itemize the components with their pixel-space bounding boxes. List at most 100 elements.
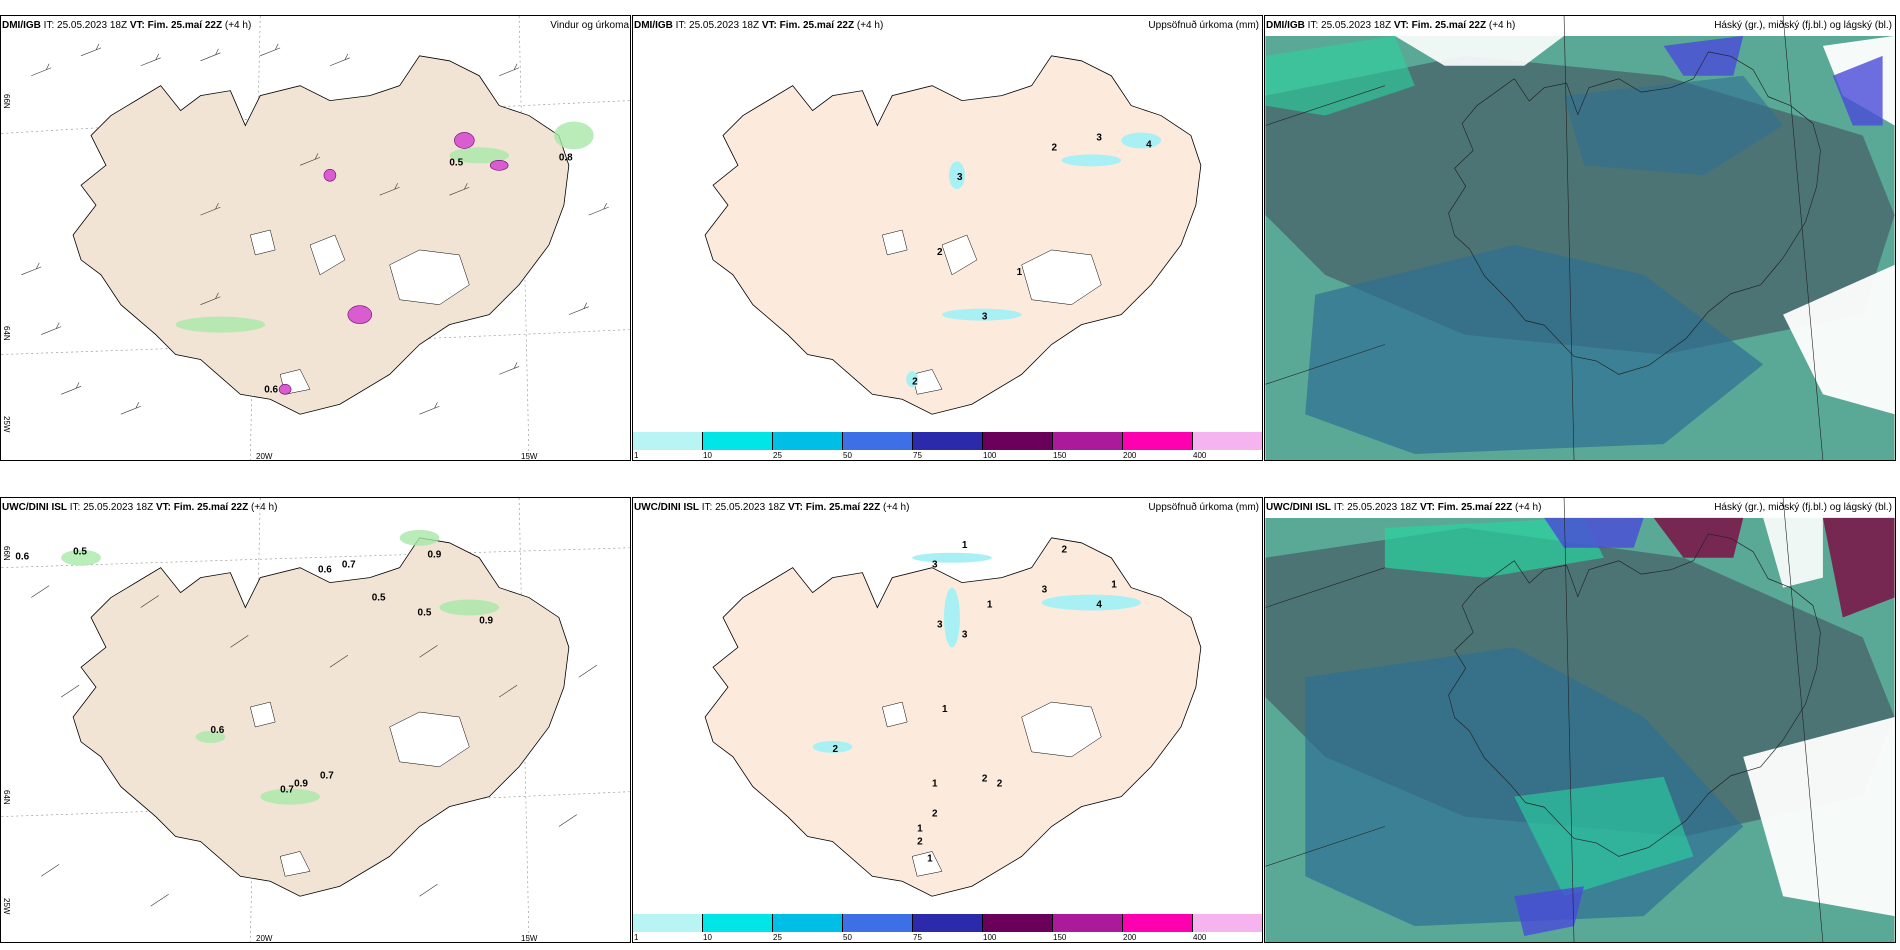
value-label: 4	[1146, 139, 1152, 150]
colorbar-tick: 100	[983, 933, 997, 942]
colorbar-tick: 75	[913, 933, 922, 942]
value-label: 2	[1052, 142, 1058, 153]
valid-time: VT: Fim. 25.maí 22Z	[129, 20, 223, 31]
init-time: IT: 25.05.2023 18Z	[40, 20, 130, 31]
value-label: 0.9	[427, 550, 441, 561]
colorbar-tick: 50	[843, 933, 852, 942]
init-time: IT: 25.05.2023 18Z	[67, 502, 156, 513]
colorbar-seg	[1053, 432, 1123, 450]
value-label: 3	[982, 312, 988, 323]
lead-time: (+4 h)	[222, 20, 252, 31]
value-label: 3	[932, 560, 938, 571]
colorbar-seg	[1193, 914, 1262, 932]
header-precip-uwc: UWC/DINI ISL IT: 25.05.2023 18Z VT: Fim.…	[634, 502, 1261, 513]
colorbar-seg	[703, 914, 773, 932]
lon-label: 15W	[521, 452, 538, 461]
value-label: 0.5	[418, 607, 432, 618]
value-label: 1	[917, 823, 923, 834]
colorbar-seg	[703, 432, 773, 450]
valid-time: VT: Fim. 25.maí 22Z	[1419, 502, 1513, 513]
lead-time: (+4 h)	[1486, 20, 1516, 31]
panel-wind-uwc: 0.6 0.5 0.6 0.7 0.9 0.5 0.5 0.9 0.6 0.9 …	[0, 497, 631, 943]
valid-time: VT: Fim. 25.maí 22Z	[155, 502, 249, 513]
colorbar-seg	[1193, 432, 1262, 450]
colorbar-tick: 1	[634, 933, 639, 942]
panel-title: Uppsöfnuð úrkoma (mm)	[1148, 20, 1259, 31]
colorbar-tick: 25	[773, 451, 782, 460]
value-label: 2	[833, 744, 839, 755]
source-label: DMI/IGB	[1266, 20, 1305, 31]
wind-map-dmi: 0.5 0.8 0.6	[1, 16, 630, 460]
value-label: 2	[917, 836, 923, 847]
valid-time: VT: Fim. 25.maí 22Z	[761, 20, 855, 31]
value-label: 0.7	[280, 785, 294, 796]
value-label: 1	[932, 779, 938, 790]
colorbar-seg	[843, 914, 913, 932]
colorbar-tick: 1	[634, 451, 639, 460]
value-label: 3	[1042, 585, 1048, 596]
value-label: 0.8	[559, 152, 573, 163]
colorbar-tick: 10	[703, 451, 712, 460]
colorbar-seg	[913, 914, 983, 932]
value-label: 0.5	[73, 547, 87, 558]
lead-time: (+4 h)	[880, 502, 910, 513]
wind-map-uwc: 0.6 0.5 0.6 0.7 0.9 0.5 0.5 0.9 0.6 0.9 …	[1, 498, 630, 942]
iceland-landmass	[704, 55, 1202, 415]
value-label: 1	[927, 853, 933, 864]
lead-time: (+4 h)	[248, 502, 278, 513]
value-label: 0.6	[210, 725, 224, 736]
valid-time: VT: Fim. 25.maí 22Z	[1393, 20, 1487, 31]
lead-time: (+4 h)	[1512, 502, 1542, 513]
value-label: 2	[937, 247, 943, 258]
colorbar-tick: 25	[773, 933, 782, 942]
value-label: 2	[912, 376, 918, 387]
lat-label: 25W	[2, 898, 11, 915]
header-wind-uwc: UWC/DINI ISL IT: 25.05.2023 18Z VT: Fim.…	[2, 502, 629, 513]
colorbar-tick: 150	[1053, 933, 1067, 942]
value-label: 1	[987, 600, 993, 611]
header-cloud-uwc: UWC/DINI ISL IT: 25.05.2023 18Z VT: Fim.…	[1266, 502, 1894, 513]
colorbar-seg	[1053, 914, 1123, 932]
lon-label: 20W	[256, 452, 273, 461]
value-label: 0.7	[342, 560, 356, 571]
value-label: 2	[997, 779, 1003, 790]
cloud-map-uwc	[1265, 498, 1895, 942]
precip-map-dmi: 3 2 3 4 2 1 3 2	[704, 55, 1202, 415]
colorbar-seg	[913, 432, 983, 450]
colorbar-tick: 200	[1123, 933, 1137, 942]
value-label: 0.6	[264, 384, 278, 395]
lon-label: 15W	[521, 934, 538, 943]
value-label: 0.5	[449, 157, 463, 168]
source-label: DMI/IGB	[2, 20, 41, 31]
colorbar-seg	[773, 432, 843, 450]
source-label: UWC/DINI ISL	[1266, 502, 1331, 513]
value-label: 0.9	[479, 615, 493, 626]
colorbar-seg	[843, 432, 913, 450]
value-label: 1	[1111, 580, 1117, 591]
value-label: 2	[932, 809, 938, 820]
colorbar-seg	[1123, 432, 1193, 450]
source-label: DMI/IGB	[634, 20, 673, 31]
panel-precip-uwc: 1 2 3 3 3 3 1 1 4 2 1 1 2 2 2 1 2 1 1 10…	[632, 497, 1263, 943]
colorbar-seg	[983, 432, 1053, 450]
precip-colorbar: 1 10 25 50 75 100 150 200 400	[633, 914, 1262, 942]
value-label: 0.5	[372, 593, 386, 604]
colorbar-tick: 100	[983, 451, 997, 460]
value-label: 1	[962, 540, 968, 551]
iceland-landmass	[704, 537, 1202, 897]
init-time: IT: 25.05.2023 18Z	[1331, 502, 1420, 513]
colorbar-seg	[773, 914, 843, 932]
value-label: 4	[1096, 600, 1102, 611]
init-time: IT: 25.05.2023 18Z	[699, 502, 788, 513]
valid-time: VT: Fim. 25.maí 22Z	[787, 502, 881, 513]
colorbar-seg	[983, 914, 1053, 932]
value-label: 1	[1017, 267, 1023, 278]
colorbar-seg	[633, 432, 703, 450]
precip-colorbar: 1 10 25 50 75 100 150 200 400	[633, 432, 1262, 460]
value-label: 0.9	[294, 779, 308, 790]
value-label: 3	[937, 619, 943, 630]
colorbar-tick: 400	[1193, 933, 1207, 942]
lat-label: 66N	[2, 94, 11, 109]
value-label: 2	[982, 774, 988, 785]
value-label: 0.6	[15, 552, 29, 563]
